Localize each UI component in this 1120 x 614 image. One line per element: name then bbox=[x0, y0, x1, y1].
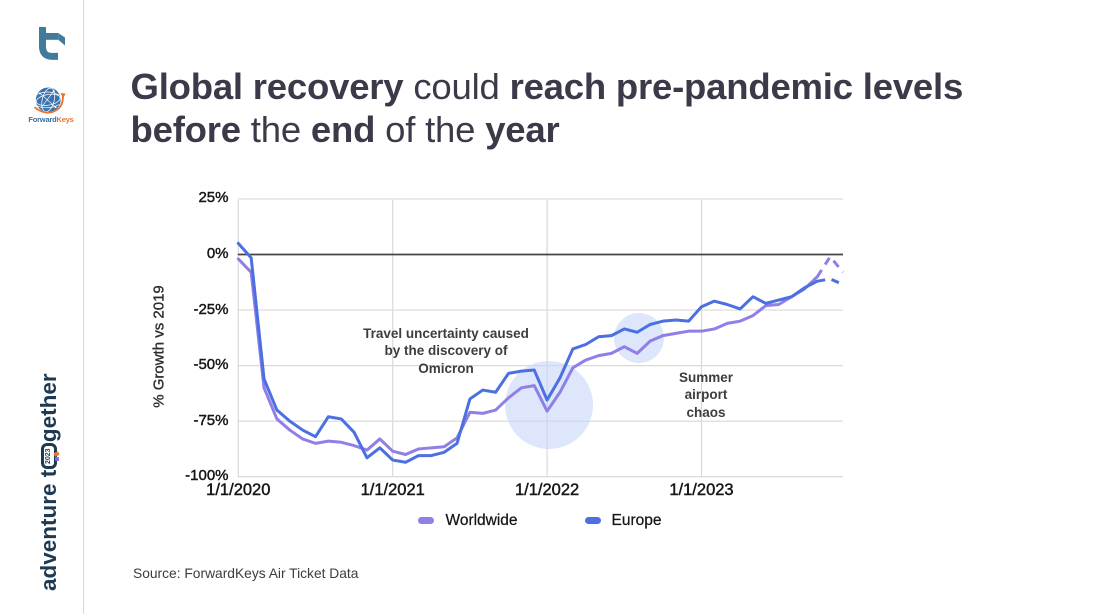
y-tick-label: -75% bbox=[193, 411, 229, 429]
x-tick-label: 1/1/2022 bbox=[514, 481, 580, 499]
annotation-line: by the discovery of bbox=[384, 343, 508, 359]
y-tick-label: -100% bbox=[185, 467, 229, 485]
series-forecast-dashed-worldwide bbox=[816, 255, 845, 278]
legend-label-europe: Europe bbox=[611, 511, 662, 529]
annotation-line: chaos bbox=[686, 404, 726, 420]
series-forecast-dashed-europe bbox=[817, 277, 844, 286]
forwardkeys-globe-icon bbox=[33, 87, 66, 114]
legend-swatch-europe bbox=[584, 517, 601, 524]
series-line-europe bbox=[236, 241, 819, 464]
tagline-text-adventure-t: adventure t bbox=[36, 469, 61, 591]
legend-swatch-worldwide bbox=[418, 517, 435, 524]
badge-orange-tick bbox=[54, 450, 60, 457]
annotation-line: Omicron bbox=[418, 360, 474, 376]
forwardkeys-wordmark-forward: Forward bbox=[28, 114, 57, 124]
y-tick-label: 25% bbox=[198, 189, 229, 207]
slide-title-line-2: before the end of the year bbox=[130, 109, 560, 150]
legend-label-worldwide: Worldwide bbox=[445, 511, 518, 529]
chart-plot-area bbox=[236, 198, 845, 478]
travel-radar-logo bbox=[39, 27, 65, 60]
series-line-worldwide bbox=[236, 257, 819, 456]
forwardkeys-wordmark: ForwardKeys bbox=[9, 115, 93, 124]
slide-title: Global recovery could reach pre-pandemic… bbox=[131, 65, 1031, 151]
y-tick-label: 0% bbox=[206, 245, 229, 262]
badge-year: 2023 bbox=[45, 448, 52, 464]
y-tick-label: -25% bbox=[193, 300, 229, 318]
annotation-2: Summer airport chaos bbox=[679, 369, 733, 421]
annotation-1: Travel uncertainty caused by the discover… bbox=[363, 325, 529, 377]
slide-title-line-1: Global recovery could reach pre-pandemic… bbox=[130, 66, 964, 107]
annotation-line: Travel uncertainty caused bbox=[363, 326, 529, 341]
annotation-line: Summer bbox=[678, 370, 734, 385]
adventure-together-tagline: adventure t 2023 gether bbox=[36, 371, 62, 591]
tagline-2023-badge: 2023 bbox=[41, 443, 60, 469]
chart-legend: Worldwide Europe bbox=[170, 511, 910, 530]
tagline-text-gether: gether bbox=[36, 373, 61, 443]
badge-violet-tick bbox=[54, 456, 60, 461]
highlight-circle bbox=[505, 361, 593, 449]
legend-item-worldwide: Worldwide bbox=[418, 511, 518, 530]
x-tick-label: 1/1/2020 bbox=[206, 481, 271, 499]
annotation-line: airport bbox=[684, 387, 728, 403]
x-tick-label: 1/1/2023 bbox=[669, 481, 734, 499]
legend-item-europe: Europe bbox=[584, 511, 662, 530]
forwardkeys-wordmark-keys: Keys bbox=[56, 114, 74, 124]
y-axis-title: % Growth vs 2019 bbox=[150, 285, 168, 408]
growth-chart: % Growth vs 2019 Worldwide Europe 25% 0% -2… bbox=[130, 180, 890, 540]
y-tick-label: -50% bbox=[193, 356, 229, 374]
source-note: Source: ForwardKeys Air Ticket Data bbox=[133, 566, 359, 581]
sidebar-divider bbox=[83, 0, 84, 614]
x-tick-label: 1/1/2021 bbox=[360, 481, 425, 499]
